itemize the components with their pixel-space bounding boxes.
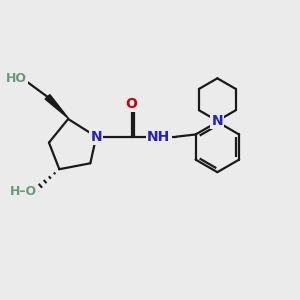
Text: NH: NH	[147, 130, 170, 144]
Text: N: N	[90, 130, 102, 144]
Text: HO: HO	[6, 72, 27, 85]
Polygon shape	[45, 94, 69, 118]
Text: O: O	[126, 97, 138, 111]
Text: H–O: H–O	[10, 185, 37, 198]
Text: N: N	[212, 114, 223, 128]
